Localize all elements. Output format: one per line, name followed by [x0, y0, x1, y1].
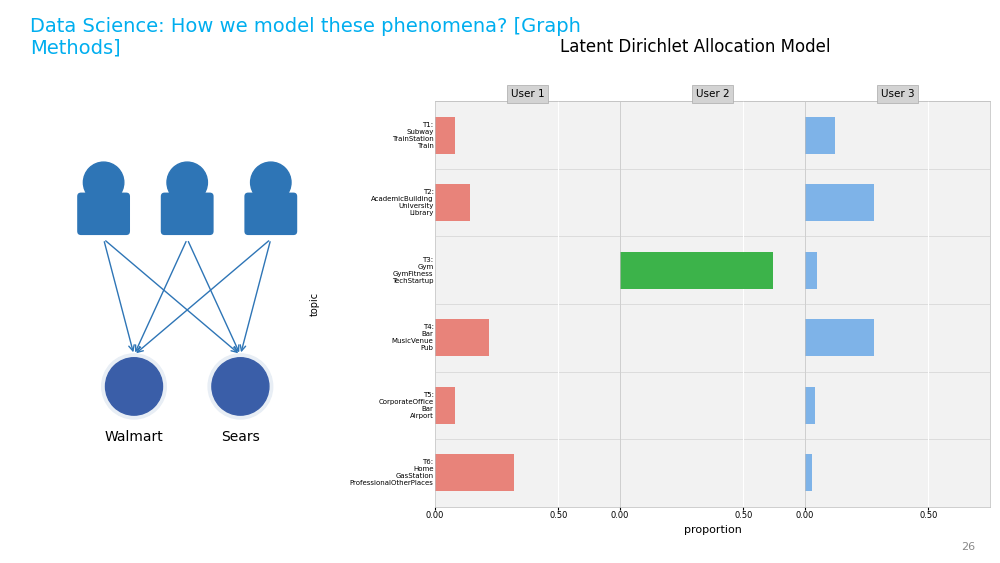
FancyBboxPatch shape [244, 193, 297, 235]
Circle shape [208, 354, 273, 419]
Circle shape [212, 358, 269, 415]
Bar [435, 387, 455, 424]
Bar [805, 117, 835, 154]
FancyBboxPatch shape [161, 193, 214, 235]
Text: Walmart: Walmart [105, 431, 163, 444]
Circle shape [83, 162, 124, 203]
Bar [435, 454, 514, 491]
Circle shape [106, 358, 162, 415]
Y-axis label: topic: topic [310, 292, 320, 316]
Bar [805, 454, 812, 491]
Bar [805, 319, 874, 356]
Bar [435, 117, 455, 154]
Circle shape [102, 354, 166, 419]
FancyBboxPatch shape [77, 193, 130, 235]
Bar [620, 252, 773, 289]
Text: Sears: Sears [221, 431, 260, 444]
Circle shape [167, 162, 207, 203]
Bar [805, 252, 817, 289]
Text: 26: 26 [961, 542, 975, 552]
Text: Data Science: How we model these phenomena? [Graph
Methods]: Data Science: How we model these phenome… [30, 17, 581, 58]
Circle shape [251, 162, 291, 203]
Bar [435, 184, 470, 221]
Bar [805, 184, 874, 221]
Bar [805, 387, 815, 424]
Title: User 3: User 3 [881, 89, 914, 99]
Title: User 2: User 2 [696, 89, 729, 99]
Text: Latent Dirichlet Allocation Model: Latent Dirichlet Allocation Model [560, 38, 830, 56]
X-axis label: proportion: proportion [684, 525, 741, 535]
Bar [435, 319, 489, 356]
Title: User 1: User 1 [511, 89, 544, 99]
